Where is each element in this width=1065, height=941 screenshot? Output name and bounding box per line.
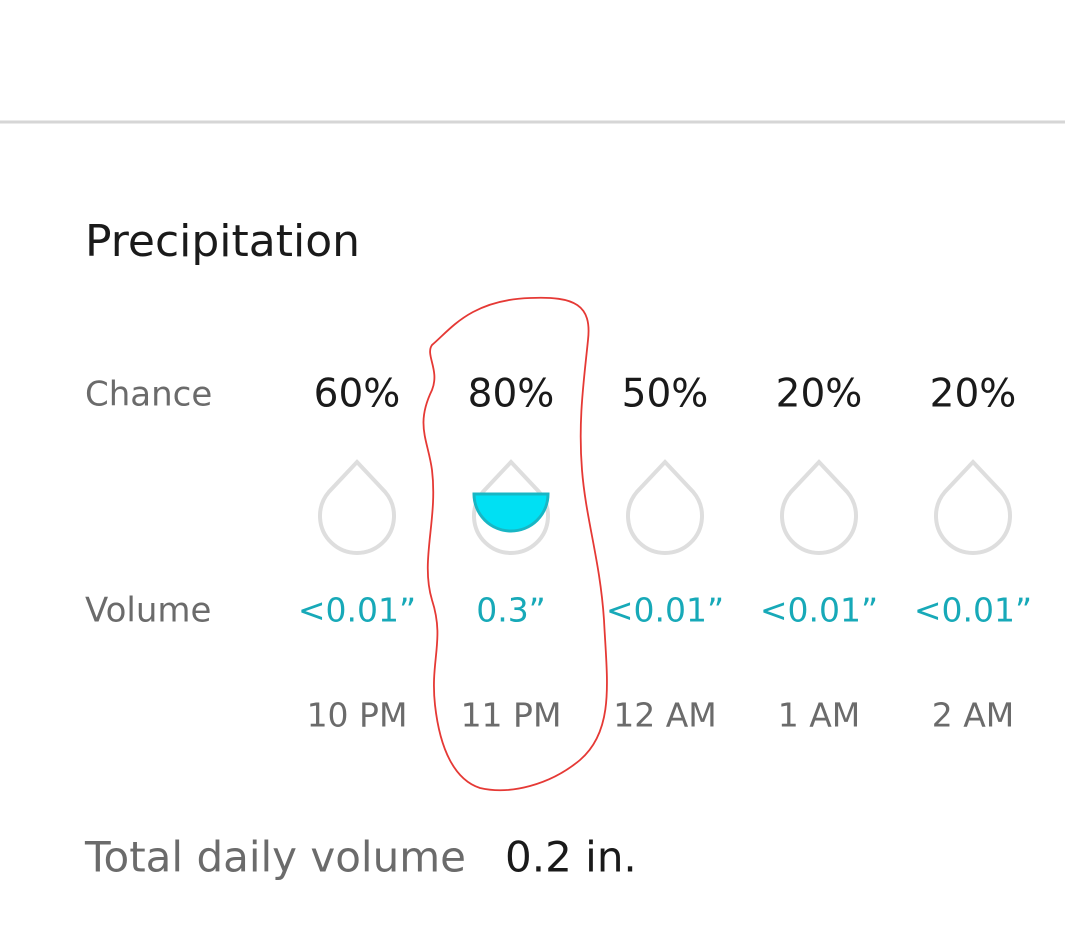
volume-value: <0.01” [760, 591, 878, 630]
hour-column: 50% <0.01” 12 AM [606, 372, 724, 735]
hour-label: 10 PM [307, 696, 408, 735]
chance-value: 20% [930, 372, 1017, 417]
drop-icon [780, 459, 858, 555]
hour-column: 20% <0.01” 2 AM [914, 372, 1032, 735]
hour-column: 20% <0.01” 1 AM [760, 372, 878, 735]
hour-label: 1 AM [778, 696, 861, 735]
chance-value: 80% [468, 372, 555, 417]
chance-value: 60% [314, 372, 401, 417]
chance-value: 50% [622, 372, 709, 417]
hour-column: 60% <0.01” 10 PM [298, 372, 416, 735]
volume-value: <0.01” [914, 591, 1032, 630]
hour-label: 2 AM [932, 696, 1015, 735]
chance-value: 20% [776, 372, 863, 417]
drop-icon [626, 459, 704, 555]
total-value: 0.2 in. [505, 833, 637, 882]
hour-label: 11 PM [461, 696, 562, 735]
annotation-circle [422, 296, 608, 792]
row-label: Chance [85, 375, 212, 415]
drop-icon [318, 459, 396, 555]
volume-value: <0.01” [298, 591, 416, 630]
section-title: Precipitation [85, 216, 360, 267]
drop-icon [472, 459, 550, 555]
total-label: Total daily volume [84, 833, 466, 882]
hour-column: 80% 0.3” 11 PM [461, 372, 562, 735]
row-label: Volume [85, 591, 211, 631]
volume-value: <0.01” [606, 591, 724, 630]
drop-icon [934, 459, 1012, 555]
hour-label: 12 AM [613, 696, 717, 735]
volume-value: 0.3” [476, 591, 546, 630]
